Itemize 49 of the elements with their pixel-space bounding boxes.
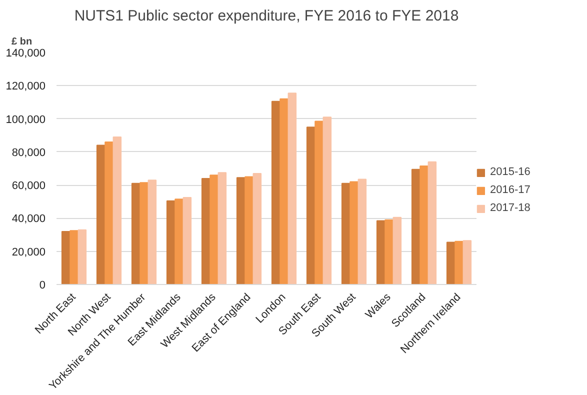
y-tick-label: 120,000 (6, 80, 46, 93)
bar (182, 197, 192, 284)
bar (70, 230, 78, 284)
bar (428, 161, 437, 284)
bar (322, 116, 332, 284)
bar (314, 120, 324, 284)
bar (341, 182, 350, 284)
bar (140, 182, 148, 284)
bar (112, 136, 122, 284)
y-axis-title: £ bn (12, 36, 32, 48)
bar (244, 176, 254, 284)
legend-label: 2017-18 (490, 202, 530, 214)
bar (131, 182, 140, 284)
bar (280, 98, 288, 284)
bar (271, 100, 280, 284)
bar (306, 126, 316, 284)
bar (210, 174, 218, 284)
bar (420, 166, 428, 284)
chart-title: NUTS1 Public sector expenditure, FYE 2016 to FYE 2018 (74, 8, 459, 24)
bar (358, 178, 367, 284)
bar (462, 240, 472, 284)
bar (454, 240, 464, 284)
y-tick-label: 40,000 (12, 213, 46, 226)
bar (236, 177, 246, 284)
y-tick-label: 140,000 (6, 48, 46, 60)
bar (411, 168, 420, 284)
bar (384, 219, 394, 284)
y-tick-label: 60,000 (12, 180, 46, 192)
bar (288, 92, 297, 284)
y-tick-label: 20,000 (12, 246, 46, 258)
bar (350, 181, 358, 284)
y-tick-label: 100,000 (6, 114, 46, 126)
bar (174, 198, 184, 284)
bar (392, 216, 402, 284)
bar (61, 230, 70, 284)
bar (104, 141, 114, 284)
legend-label: 2016-17 (490, 184, 530, 196)
bar (218, 172, 227, 284)
bar (96, 144, 106, 284)
y-tick-label: 0 (39, 280, 46, 292)
bar (78, 229, 87, 284)
bar (252, 172, 262, 284)
bar (148, 180, 157, 284)
bar (376, 220, 386, 284)
bar (166, 200, 176, 284)
bar (446, 242, 456, 284)
legend-label: 2015-16 (490, 166, 530, 178)
y-tick-label: 80,000 (12, 146, 46, 159)
bar (201, 178, 210, 284)
